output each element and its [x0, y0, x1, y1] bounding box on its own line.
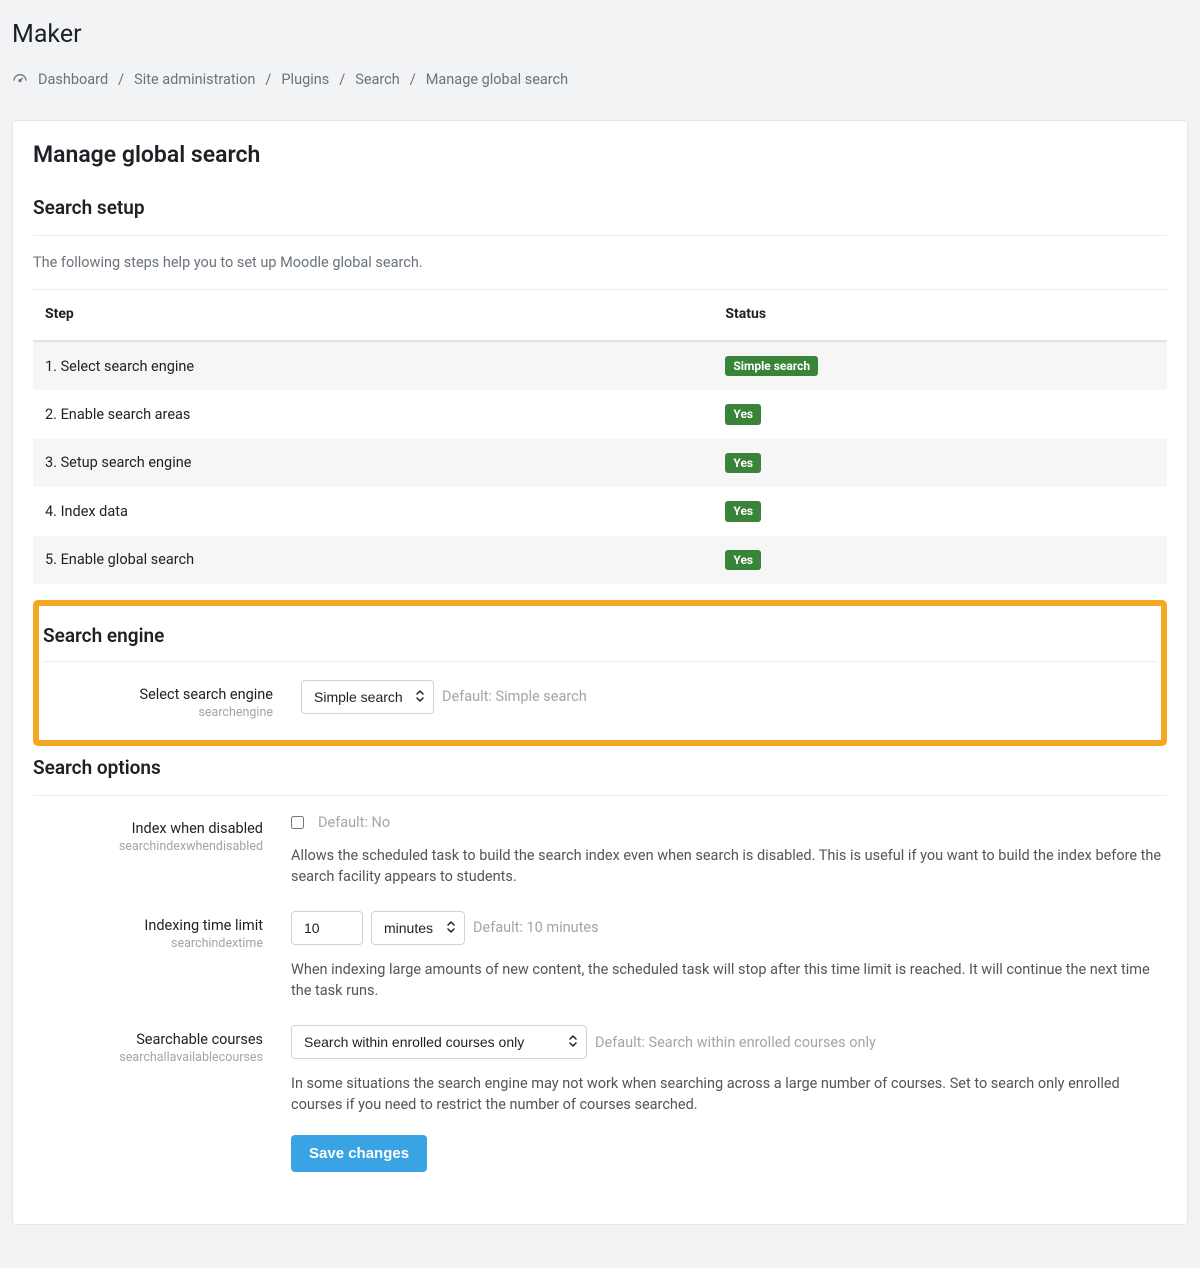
- table-row: 4. Index data Yes: [33, 487, 1167, 535]
- breadcrumb-manage-global-search[interactable]: Manage global search: [426, 71, 568, 88]
- engine-label: Select search engine: [43, 686, 273, 703]
- index-time-input[interactable]: [291, 911, 363, 945]
- index-disabled-checkbox[interactable]: [291, 816, 304, 829]
- status-badge: Simple search: [725, 356, 818, 376]
- search-options-heading: Search options: [33, 756, 1167, 779]
- searchable-courses-label: Searchable courses: [33, 1031, 263, 1048]
- searchable-courses-desc: In some situations the search engine may…: [291, 1073, 1167, 1115]
- page-title: Manage global search: [33, 141, 1167, 168]
- breadcrumb-sep: /: [265, 71, 271, 88]
- breadcrumb-sep: /: [118, 71, 124, 88]
- breadcrumb-sep: /: [410, 71, 416, 88]
- step-cell: 4. Index data: [33, 487, 713, 535]
- setup-steps-table: Step Status 1. Select search engine Simp…: [33, 289, 1167, 584]
- table-row: 2. Enable search areas Yes: [33, 390, 1167, 438]
- setup-intro: The following steps help you to set up M…: [33, 254, 1167, 271]
- engine-setting-id: searchengine: [43, 705, 273, 720]
- breadcrumb-site-admin[interactable]: Site administration: [134, 71, 255, 88]
- index-disabled-desc: Allows the scheduled task to build the s…: [291, 845, 1167, 887]
- status-badge: Yes: [725, 404, 761, 424]
- engine-default-text: Default: Simple search: [442, 688, 587, 705]
- step-cell: 2. Enable search areas: [33, 390, 713, 438]
- index-time-unit-select[interactable]: minutes: [371, 911, 465, 945]
- search-engine-select[interactable]: Simple search: [301, 680, 434, 714]
- site-title: Maker: [12, 20, 1188, 49]
- searchable-courses-setting-id: searchallavailablecourses: [33, 1050, 263, 1065]
- index-disabled-setting-id: searchindexwhendisabled: [33, 839, 263, 854]
- status-badge: Yes: [725, 550, 761, 570]
- divider: [33, 795, 1167, 796]
- search-engine-heading: Search engine: [43, 624, 1157, 647]
- step-cell: 5. Enable global search: [33, 536, 713, 584]
- table-row: 1. Select search engine Simple search: [33, 341, 1167, 390]
- th-status: Status: [713, 290, 1167, 342]
- index-time-label: Indexing time limit: [33, 917, 263, 934]
- breadcrumb-sep: /: [339, 71, 345, 88]
- status-badge: Yes: [725, 501, 761, 521]
- index-time-default: Default: 10 minutes: [473, 919, 599, 936]
- breadcrumb-plugins[interactable]: Plugins: [281, 71, 329, 88]
- searchable-courses-default: Default: Search within enrolled courses …: [595, 1034, 876, 1051]
- breadcrumb-dashboard[interactable]: Dashboard: [38, 71, 108, 88]
- dashboard-icon: [12, 72, 28, 88]
- divider: [43, 661, 1157, 662]
- main-card: Manage global search Search setup The fo…: [12, 120, 1188, 1225]
- index-time-setting-id: searchindextime: [33, 936, 263, 951]
- th-step: Step: [33, 290, 713, 342]
- index-disabled-label: Index when disabled: [33, 820, 263, 837]
- table-row: 3. Setup search engine Yes: [33, 439, 1167, 487]
- save-changes-button[interactable]: Save changes: [291, 1135, 427, 1172]
- table-row: 5. Enable global search Yes: [33, 536, 1167, 584]
- index-time-desc: When indexing large amounts of new conte…: [291, 959, 1167, 1001]
- status-badge: Yes: [725, 453, 761, 473]
- search-setup-heading: Search setup: [33, 196, 1167, 219]
- step-cell: 3. Setup search engine: [33, 439, 713, 487]
- step-cell: 1. Select search engine: [33, 341, 713, 390]
- breadcrumb-search[interactable]: Search: [355, 71, 400, 88]
- search-engine-highlight: Search engine Select search engine searc…: [33, 600, 1167, 746]
- divider: [33, 235, 1167, 236]
- searchable-courses-select[interactable]: Search within enrolled courses only: [291, 1025, 587, 1059]
- index-disabled-default: Default: No: [318, 814, 390, 831]
- breadcrumb: Dashboard / Site administration / Plugin…: [12, 71, 1188, 88]
